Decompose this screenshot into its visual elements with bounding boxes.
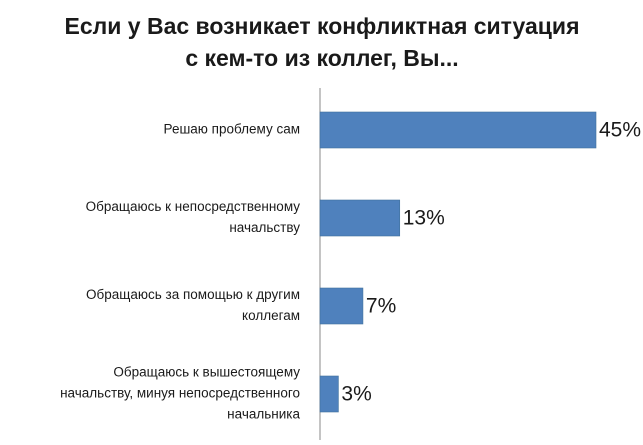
value-labels: 45% 13% 7% 3% <box>341 119 641 406</box>
bars <box>319 111 597 413</box>
chart-title-line-1: Если у Вас возникает конфликтная ситуаци… <box>65 13 580 39</box>
category-label-2-line-2: начальству <box>229 220 300 235</box>
chart-title: Если у Вас возникает конфликтная ситуаци… <box>65 13 580 71</box>
category-label-3-line-2: коллегам <box>242 308 300 323</box>
category-labels: Решаю проблему сам Обращаюсь к непосредст… <box>60 122 300 422</box>
value-label-1: 45% <box>599 119 641 142</box>
bar-3 <box>319 287 364 325</box>
bar-1 <box>319 111 597 149</box>
category-label-4-line-3: начальника <box>227 407 300 422</box>
value-label-2: 13% <box>403 207 445 230</box>
category-label-1-line-1: Решаю проблему сам <box>164 122 300 137</box>
category-label-4-line-1: Обращаюсь к вышестоящему <box>113 365 300 380</box>
value-label-4: 3% <box>341 383 371 406</box>
category-label-4-line-2: начальству, минуя непосредственного <box>60 386 300 401</box>
category-label-2-line-1: Обращаюсь к непосредственному <box>86 199 301 214</box>
value-label-3: 7% <box>366 295 396 318</box>
chart-title-line-2: с кем-то из коллег, Вы... <box>185 45 458 71</box>
bar-4 <box>319 375 339 413</box>
bar-2 <box>319 199 401 237</box>
category-label-3-line-1: Обращаюсь за помощью к другим <box>86 287 300 302</box>
